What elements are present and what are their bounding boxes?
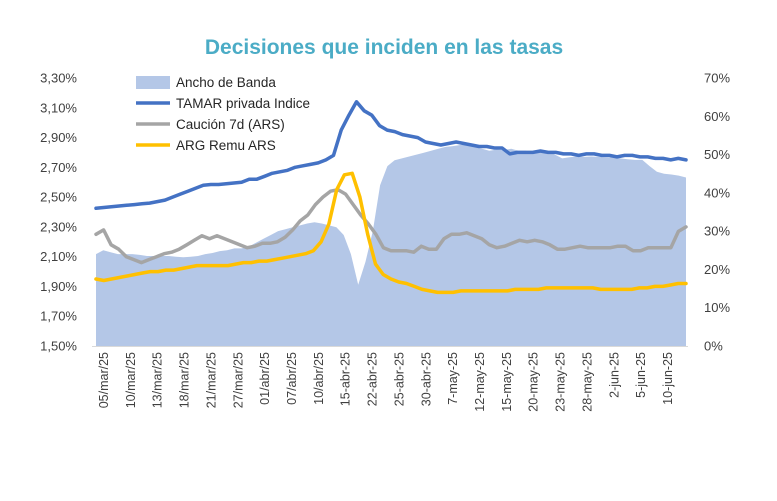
- left-tick-label: 1,50%: [40, 339, 77, 354]
- right-axis: 0% 10% 20% 30% 40% 50% 60% 70%: [704, 71, 730, 354]
- left-tick-label: 2,10%: [40, 249, 77, 264]
- left-tick-label: 1,90%: [40, 279, 77, 294]
- x-tick-label: 05/mar/25: [97, 352, 111, 408]
- chart-title: Decisiones que inciden en las tasas: [205, 36, 563, 59]
- x-tick-label: 7-may-25: [446, 352, 460, 405]
- left-tick-label: 1,70%: [40, 309, 77, 324]
- x-tick-label: 18/mar/25: [178, 352, 192, 408]
- series-line-caucion-7d-ars: [94, 187, 688, 265]
- legend-item: ARG Remu ARS: [136, 138, 276, 153]
- x-tick-label: 10/abr/25: [312, 352, 326, 405]
- x-tick-label: 15-abr-25: [339, 352, 353, 406]
- legend-label: Caución 7d (ARS): [176, 117, 285, 132]
- x-tick-label: 07/abr/25: [285, 352, 299, 405]
- left-tick-label: 3,30%: [40, 71, 77, 86]
- x-tick-label: 10/mar/25: [124, 352, 138, 408]
- legend-label: TAMAR privada Indice: [176, 96, 310, 111]
- series-lines: [94, 100, 688, 295]
- x-tick-label: 23-may-25: [554, 352, 568, 412]
- series-area-ancho-de-banda: [96, 145, 686, 346]
- series-line-tamar-privada-indice: [94, 100, 688, 211]
- legend-item: Caución 7d (ARS): [136, 117, 285, 132]
- right-tick-label: 20%: [704, 262, 730, 277]
- legend: Ancho de Banda TAMAR privada Indice Caució…: [136, 75, 310, 153]
- legend-swatch: [136, 76, 170, 89]
- bandwidth-area-layer: [96, 145, 686, 346]
- right-tick-label: 40%: [704, 185, 730, 200]
- left-tick-label: 2,90%: [40, 130, 77, 145]
- x-tick-label: 22-abr-25: [366, 352, 380, 406]
- x-tick-label: 01/abr/25: [258, 352, 272, 405]
- x-tick-label: 10-jun-25: [661, 352, 675, 405]
- x-tick-label: 15-may-25: [500, 352, 514, 412]
- series-line-arg-remu-ars: [94, 171, 688, 295]
- x-tick-label: 12-may-25: [473, 352, 487, 412]
- right-tick-label: 0%: [704, 339, 723, 354]
- left-tick-label: 3,10%: [40, 100, 77, 115]
- x-tick-label: 13/mar/25: [151, 352, 165, 408]
- right-tick-label: 60%: [704, 109, 730, 124]
- x-tick-label: 2-jun-25: [607, 352, 621, 398]
- legend-label: Ancho de Banda: [176, 75, 276, 90]
- left-tick-label: 2,30%: [40, 219, 77, 234]
- right-tick-label: 30%: [704, 224, 730, 239]
- right-tick-label: 10%: [704, 300, 730, 315]
- left-axis: 1,50% 1,70% 1,90% 2,10% 2,30% 2,50% 2,70% 2,90%…: [40, 71, 77, 354]
- x-tick-label: 5-jun-25: [634, 352, 648, 398]
- x-tick-label: 25-abr-25: [392, 352, 406, 406]
- x-tick-label: 27/mar/25: [231, 352, 245, 408]
- x-tick-label: 30-abr-25: [419, 352, 433, 406]
- x-tick-label: 21/mar/25: [204, 352, 218, 408]
- right-tick-label: 50%: [704, 147, 730, 162]
- left-tick-label: 2,50%: [40, 190, 77, 205]
- right-tick-label: 70%: [704, 71, 730, 86]
- x-tick-label: 28-may-25: [580, 352, 594, 412]
- left-tick-label: 2,70%: [40, 160, 77, 175]
- legend-label: ARG Remu ARS: [176, 138, 276, 153]
- legend-item: TAMAR privada Indice: [136, 96, 310, 111]
- x-tick-label: 20-may-25: [527, 352, 541, 412]
- x-axis: 05/mar/25 10/mar/25 13/mar/25 18/mar/25 21/m…: [92, 346, 688, 412]
- legend-item: Ancho de Banda: [136, 75, 276, 90]
